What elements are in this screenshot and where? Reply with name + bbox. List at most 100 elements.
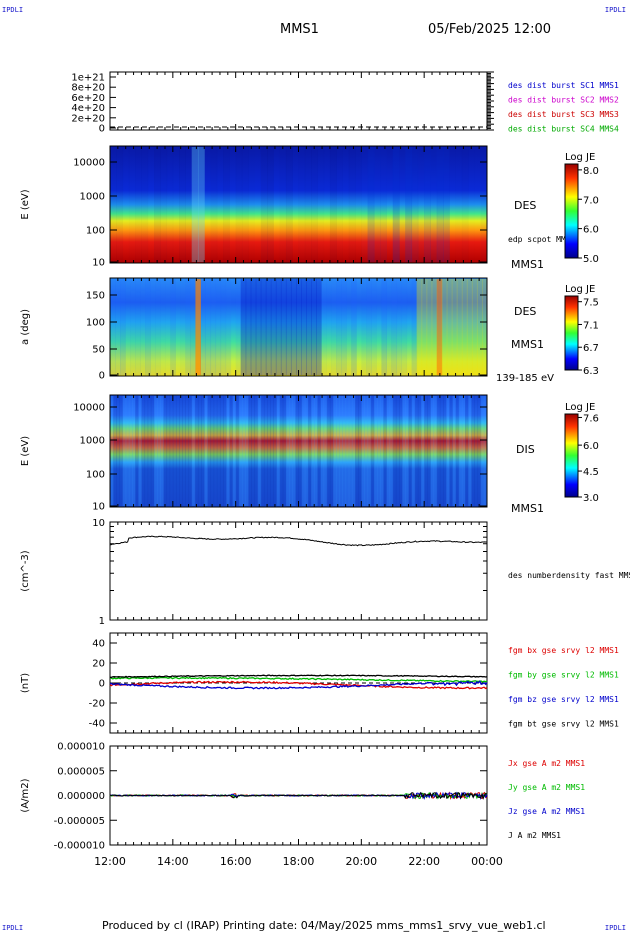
energy-range-label: 139-185 eV — [496, 373, 554, 384]
spectrogram-column — [235, 396, 240, 506]
spectrogram-column — [449, 147, 456, 262]
spectrogram-column — [165, 279, 171, 375]
spectrogram-column — [361, 279, 367, 375]
colorbar-tick-label: 7.0 — [583, 195, 599, 206]
panel-frame — [109, 71, 488, 131]
y-tick-label: -0.000010 — [54, 841, 105, 852]
spectrogram-column — [355, 396, 359, 506]
footer-credits: Produced by cl (IRAP) Printing date: 04/… — [102, 919, 546, 932]
spectrogram-column — [311, 396, 315, 506]
spectrogram-column — [135, 279, 141, 375]
spectrogram-column — [458, 396, 463, 506]
x-tick-label: 16:00 — [220, 855, 252, 868]
spectrogram-column — [417, 147, 425, 262]
spectrogram-column — [185, 147, 193, 262]
spectrogram-column — [170, 279, 176, 375]
spectrogram-column — [144, 396, 149, 506]
spectrogram-column — [155, 279, 161, 375]
instrument-label: DIS — [516, 443, 535, 456]
spectrogram-column — [456, 147, 463, 262]
spectrogram-column — [235, 279, 242, 375]
fgm-series-line — [109, 680, 488, 690]
spectrogram-column — [414, 396, 419, 506]
spectrogram-column — [226, 396, 230, 506]
spectrogram-column — [443, 396, 447, 506]
spectrogram-column — [468, 147, 475, 262]
spectrogram-column — [267, 396, 271, 506]
spectrogram-column — [290, 279, 297, 375]
spectrogram-column — [346, 279, 352, 375]
spectrogram-column — [190, 279, 196, 375]
spectrogram-column — [348, 396, 353, 506]
legend-entry: Jz gse A m2 MMS1 — [508, 807, 585, 816]
spectrogram-column — [456, 279, 463, 375]
spectrogram-column — [474, 147, 481, 262]
spectrogram-column — [163, 396, 168, 506]
corner-label-bl: IPDLI — [2, 924, 24, 932]
y-tick-label: 0 — [99, 124, 105, 135]
spectrogram-column — [282, 396, 287, 506]
spectrogram-column — [147, 396, 152, 506]
spectrogram-column — [405, 147, 413, 262]
spectrogram-column — [370, 396, 375, 506]
y-tick-label: 0 — [99, 679, 105, 690]
spectrogram-column — [411, 279, 418, 375]
spectrogram-column — [130, 279, 136, 375]
spectrogram-column — [251, 396, 256, 506]
spectrogram-column — [223, 147, 230, 262]
y-tick-label: 1 — [99, 616, 105, 627]
spectrogram-column — [173, 147, 180, 262]
overlay-label: edp scpot MMS1 — [508, 235, 576, 244]
y-axis-label: (A/m2) — [20, 778, 31, 812]
spectrogram-column — [371, 279, 377, 375]
x-tick-label: 14:00 — [157, 855, 189, 868]
spectrogram-column — [298, 396, 303, 506]
spectrogram-column — [295, 396, 299, 506]
spectrogram-column — [345, 396, 350, 506]
spectrogram-column — [483, 396, 488, 506]
spectrogram-column — [153, 396, 158, 506]
spectrogram-column — [292, 147, 299, 262]
instrument-label: DES — [514, 305, 536, 318]
spectrogram-column — [356, 279, 362, 375]
spectrogram-column — [342, 147, 349, 262]
spectrogram-column — [229, 147, 236, 262]
spectrogram-column — [386, 147, 393, 262]
current-series-line — [109, 791, 488, 800]
spectrogram-column — [436, 396, 441, 506]
spectrogram-column — [113, 396, 117, 506]
spectrogram-column — [331, 279, 337, 375]
spectrogram-column — [395, 396, 400, 506]
spectrogram-column — [260, 147, 268, 262]
spectrogram-column — [336, 279, 342, 375]
spectrogram-column — [373, 396, 378, 506]
y-axis-label: (cm^-3) — [20, 550, 31, 591]
spectrogram-column — [481, 279, 488, 375]
colorbar-tick-label: 6.0 — [583, 225, 599, 236]
y-tick-label: -40 — [89, 719, 105, 730]
y-tick-label: 10 — [92, 258, 105, 269]
colorbar-tick-label: 5.0 — [583, 254, 599, 265]
spectrogram-column — [285, 147, 293, 262]
y-tick-label: 10 — [92, 502, 105, 513]
y-axis-label: (nT) — [20, 673, 31, 693]
panel-magnetic-field: 40 20 0 -20 -40 fgm bx gse srvy l2 MMS1 fgm by… — [20, 632, 619, 734]
spectrogram-column — [273, 147, 280, 262]
spectrogram-column — [326, 396, 331, 506]
spectrogram-column — [260, 396, 265, 506]
spectrogram-column — [225, 279, 232, 375]
spectrogram-column — [465, 396, 469, 506]
corner-label-tl: IPDLI — [2, 6, 24, 14]
spacecraft-label: MMS1 — [511, 258, 544, 271]
spectrogram-column — [320, 396, 325, 506]
y-tick-label: 1e+21 — [71, 73, 105, 84]
spectrogram-column — [477, 396, 482, 506]
spectrogram-column — [433, 396, 438, 506]
spectrogram-column — [110, 147, 117, 262]
spectrogram-column — [185, 396, 190, 506]
spectrogram-column — [336, 396, 340, 506]
y-tick-label: 10 — [92, 518, 105, 529]
spectrogram-column — [466, 279, 473, 375]
spectrogram-column — [386, 396, 391, 506]
spectrogram-column — [280, 279, 287, 375]
